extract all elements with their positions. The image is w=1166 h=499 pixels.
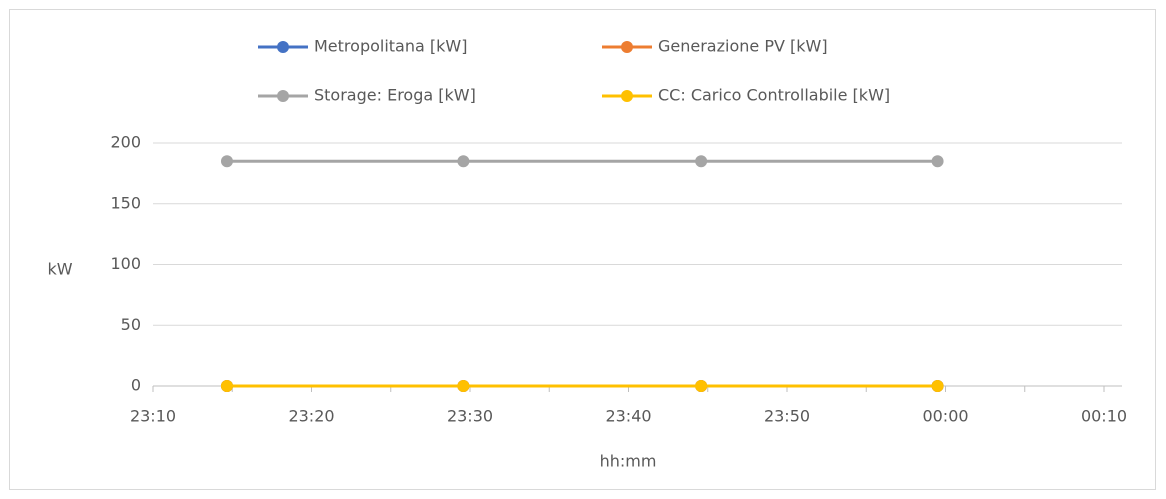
legend-label: Storage: Eroga [kW] [314, 86, 476, 105]
data-point [931, 155, 944, 168]
legend-marker [277, 90, 289, 102]
data-point [931, 380, 944, 392]
x-tick-label: 23:10 [130, 407, 176, 426]
legend-label: CC: Carico Controllabile [kW] [658, 86, 890, 105]
y-axis-label: kW [47, 260, 72, 279]
chart-border [9, 9, 1156, 490]
x-tick-label: 23:20 [288, 407, 334, 426]
legend-marker [277, 41, 289, 53]
data-point [695, 380, 708, 392]
legend-marker [621, 90, 633, 102]
x-tick-label: 23:30 [447, 407, 493, 426]
legend-label: Generazione PV [kW] [658, 37, 828, 56]
data-point [220, 155, 233, 168]
data-point [457, 155, 470, 168]
data-point [220, 380, 233, 392]
legend-marker [621, 41, 633, 53]
x-tick-label: 23:50 [764, 407, 810, 426]
data-point [695, 155, 708, 168]
x-tick-label: 23:40 [605, 407, 651, 426]
x-axis-label: hh:mm [600, 452, 657, 471]
legend-label: Metropolitana [kW] [314, 37, 467, 56]
x-tick-label: 00:00 [922, 407, 968, 426]
y-tick-label: 200 [110, 133, 141, 152]
y-tick-label: 50 [121, 315, 141, 334]
x-tick-label: 00:10 [1081, 407, 1127, 426]
y-tick-label: 150 [110, 193, 141, 212]
y-tick-label: 0 [131, 376, 141, 395]
y-tick-label: 100 [110, 254, 141, 273]
data-point [457, 380, 470, 392]
